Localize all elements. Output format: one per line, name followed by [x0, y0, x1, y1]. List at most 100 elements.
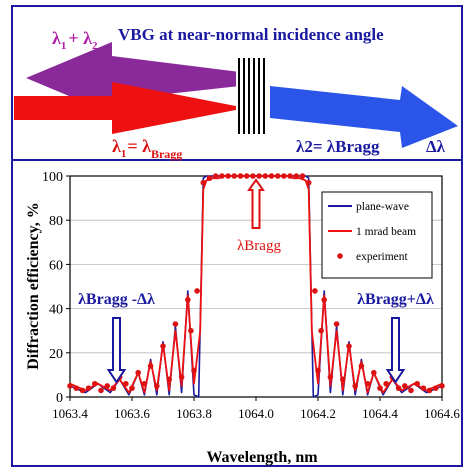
experiment-point: [371, 369, 377, 376]
experiment-point: [200, 179, 207, 186]
delta-lambda-label: Δλ: [426, 137, 446, 156]
y-axis-ticks: 0 20 40 60 80 100: [42, 170, 70, 406]
experiment-point: [123, 380, 129, 387]
experiment-point: [408, 387, 414, 394]
y-tick-label: 80: [49, 214, 63, 229]
experiment-point: [268, 173, 275, 179]
figure-frame: [11, 5, 463, 467]
experiment-point: [178, 374, 185, 380]
experiment-point: [299, 173, 306, 179]
sideband-arrow-icon: [385, 317, 406, 384]
experiment-point: [402, 383, 408, 389]
sideband-annotation: λBragg -Δλ: [78, 291, 155, 308]
y-tick-label: 0: [56, 391, 63, 406]
y-tick-label: 100: [42, 170, 63, 185]
experiment-point: [206, 175, 213, 182]
experiment-point: [346, 343, 352, 349]
experiment-point: [188, 327, 194, 334]
experiment-point: [262, 173, 269, 179]
legend-label: experiment: [356, 251, 409, 263]
experiment-point: [191, 367, 197, 374]
legend-marker: [337, 253, 343, 259]
experiment-point: [420, 385, 427, 391]
x-tick-label: 1063.8: [176, 406, 212, 421]
experiment-point: [147, 363, 154, 369]
x-tick-label: 1064.0: [238, 406, 274, 421]
vbg-grating: [236, 56, 268, 136]
chart-annotations: λBragg λBragg -Δλ λBragg+Δλ: [78, 178, 434, 384]
x-axis-ticks: 1063.4 1063.6 1063.8 1064.0 1064.2 1064.4 1064…: [52, 397, 460, 421]
experiment-point: [250, 173, 256, 179]
experiment-point: [73, 385, 79, 391]
experiment-point: [67, 383, 73, 389]
experiment-point: [377, 385, 383, 391]
experiment-point: [194, 288, 200, 294]
x-tick-label: 1063.4: [52, 406, 88, 421]
experiment-point: [333, 321, 340, 327]
experiment-point: [129, 385, 135, 391]
experiment-point: [141, 380, 148, 387]
experiment-point: [321, 296, 328, 303]
experiment-point: [79, 387, 86, 394]
experiment-point: [439, 383, 445, 389]
experiment-point: [293, 173, 300, 179]
experiment-point: [281, 173, 287, 179]
legend-label: plane-wave: [356, 201, 409, 213]
vbg-schematic: VBG at near-normal incidence angle λ1 + λ…: [14, 25, 458, 161]
chart-legend: plane-wave 1 mrad beam experiment: [321, 191, 433, 279]
experiment-point: [243, 173, 250, 179]
transmitted-beam-arrow: [270, 86, 458, 148]
x-tick-label: 1064.4: [362, 406, 398, 421]
incident-label: λ1= λBragg: [112, 136, 182, 161]
sideband-annotation: λBragg+Δλ: [357, 291, 434, 308]
experiment-point: [395, 385, 402, 391]
experiment-point: [98, 387, 104, 394]
experiment-point: [135, 369, 141, 376]
experiment-point: [287, 173, 293, 179]
experiment-point: [237, 173, 244, 179]
experiment-point: [166, 376, 172, 383]
experiment-point: [212, 173, 219, 179]
experiment-point: [358, 363, 365, 369]
experiment-point: [364, 380, 371, 387]
y-tick-label: 20: [49, 347, 63, 362]
y-tick-label: 40: [49, 303, 63, 318]
x-axis-label: Wavelength, nm: [206, 449, 318, 466]
bragg-annotation: λBragg: [237, 238, 281, 254]
y-axis-label: Diffraction efficiency, %: [25, 202, 42, 370]
experiment-point: [383, 380, 390, 387]
experiment-point: [160, 343, 166, 349]
transmitted-label: λ2= λBragg: [296, 137, 380, 156]
bragg-arrow-icon: [247, 178, 265, 229]
legend-label: 1 mrad beam: [356, 226, 416, 238]
experiment-point: [172, 321, 179, 327]
experiment-point: [426, 387, 433, 394]
experiment-point: [225, 173, 231, 179]
experiment-point: [340, 376, 346, 383]
experiment-point: [433, 385, 439, 391]
experiment-point: [85, 385, 92, 391]
experiment-point: [154, 383, 160, 389]
experiment-point: [185, 296, 191, 303]
x-tick-label: 1063.6: [114, 406, 150, 421]
experiment-point: [312, 288, 318, 294]
incident-beam-arrow: [14, 82, 246, 134]
experiment-point: [327, 374, 334, 380]
x-tick-label: 1064.6: [424, 406, 460, 421]
reflected-label: λ1 + λ2: [52, 28, 98, 52]
schematic-title: VBG at near-normal incidence angle: [118, 25, 384, 44]
experiment-point: [315, 367, 321, 374]
experiment-point: [305, 179, 312, 186]
experiment-point: [104, 383, 110, 389]
experiment-point: [92, 380, 98, 387]
sideband-arrow-icon: [106, 317, 127, 384]
experiment-point: [352, 383, 359, 389]
chart-series: [67, 173, 445, 398]
y-tick-label: 60: [49, 258, 63, 273]
experiment-point: [110, 385, 117, 391]
experiment-point: [219, 173, 225, 179]
x-tick-label: 1064.2: [300, 406, 336, 421]
experiment-point: [256, 173, 262, 179]
